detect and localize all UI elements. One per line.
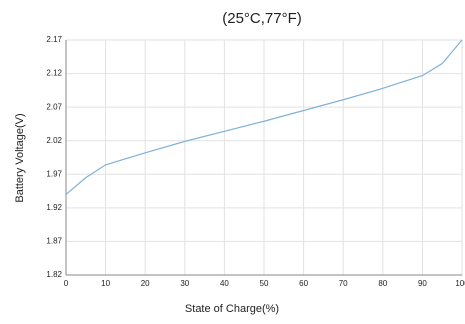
y-tick-label: 1.82 xyxy=(46,270,62,279)
y-tick-label: 1.87 xyxy=(46,237,62,246)
x-tick-label: 100 xyxy=(455,279,465,288)
x-tick-label: 30 xyxy=(180,279,189,288)
y-tick-label: 1.97 xyxy=(46,169,62,178)
x-tick-label: 0 xyxy=(64,279,69,288)
x-tick-label: 40 xyxy=(220,279,229,288)
x-tick-label: 60 xyxy=(299,279,308,288)
x-tick-label: 20 xyxy=(141,279,150,288)
x-tick-label: 80 xyxy=(378,279,387,288)
x-tick-label: 90 xyxy=(418,279,427,288)
x-tick-label: 70 xyxy=(339,279,348,288)
x-tick-label: 50 xyxy=(260,279,269,288)
chart-title: (25°C,77°F) xyxy=(222,10,302,27)
x-axis-label: State of Charge(%) xyxy=(185,303,279,315)
y-tick-label: 2.02 xyxy=(46,136,62,145)
y-axis-label: Battery Voltage(V) xyxy=(14,113,26,202)
y-tick-label: 2.12 xyxy=(46,69,62,78)
y-tick-label: 1.92 xyxy=(46,203,62,212)
y-tick-label: 2.07 xyxy=(46,102,62,111)
data-line xyxy=(65,39,463,195)
y-tick-label: 2.17 xyxy=(46,35,62,44)
x-tick-label: 10 xyxy=(101,279,110,288)
